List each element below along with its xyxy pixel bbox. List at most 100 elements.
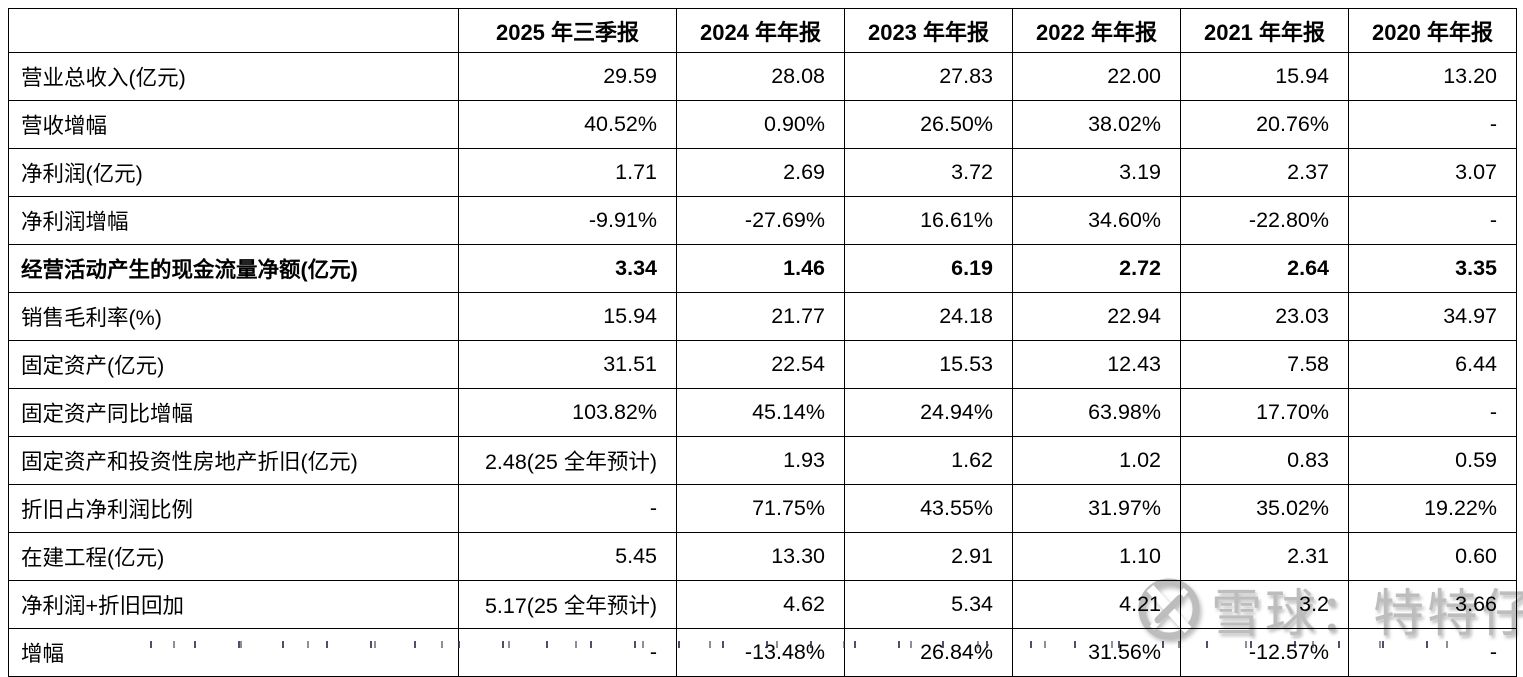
value-cell: 19.22% [1348,484,1517,533]
value-cell: 26.84% [844,628,1013,677]
column-header: 2023 年年报 [844,8,1013,53]
value-cell: 13.30 [676,532,845,581]
corner-cell [8,8,459,53]
value-cell: 4.62 [676,580,845,629]
table-row: 营收增幅 40.52% 0.90% 26.50% 38.02% 20.76% - [8,100,1517,149]
table-row: 增幅 - -13.48% 26.84% 31.56% -12.57% - [8,628,1517,677]
value-cell: 0.83 [1180,436,1349,485]
value-cell: 34.97 [1348,292,1517,341]
row-label: 销售毛利率(%) [8,292,459,341]
value-cell: -12.57% [1180,628,1349,677]
value-cell: 6.44 [1348,340,1517,389]
value-cell: 45.14% [676,388,845,437]
value-cell: 31.97% [1012,484,1181,533]
value-cell: 2.31 [1180,532,1349,581]
table-row: 净利润增幅 -9.91% -27.69% 16.61% 34.60% -22.80% - [8,196,1517,245]
value-cell: 4.21 [1012,580,1181,629]
table-row: 经营活动产生的现金流量净额(亿元) 3.34 1.46 6.19 2.72 2.64 3.3… [8,244,1517,293]
value-cell: 3.35 [1348,244,1517,293]
value-cell: 1.71 [458,148,677,197]
value-cell: 12.43 [1012,340,1181,389]
value-cell: 3.2 [1180,580,1349,629]
value-cell: 2.69 [676,148,845,197]
value-cell: 43.55% [844,484,1013,533]
row-label: 净利润增幅 [8,196,459,245]
table-row: 固定资产(亿元) 31.51 22.54 15.53 12.43 7.58 6.44 [8,340,1517,389]
value-cell: 22.54 [676,340,845,389]
value-cell: -13.48% [676,628,845,677]
column-header: 2025 年三季报 [458,8,677,53]
value-cell: 2.91 [844,532,1013,581]
value-cell: 24.94% [844,388,1013,437]
value-cell: 15.94 [458,292,677,341]
value-cell: 7.58 [1180,340,1349,389]
row-label: 净利润(亿元) [8,148,459,197]
table-row: 营业总收入(亿元) 29.59 28.08 27.83 22.00 15.94 13.20 [8,52,1517,101]
value-cell: 21.77 [676,292,845,341]
value-cell: 3.66 [1348,580,1517,629]
value-cell: -22.80% [1180,196,1349,245]
table-row: 净利润(亿元) 1.71 2.69 3.72 3.19 2.37 3.07 [8,148,1517,197]
value-cell: 3.34 [458,244,677,293]
value-cell: 71.75% [676,484,845,533]
row-label: 固定资产和投资性房地产折旧(亿元) [8,436,459,485]
value-cell: 3.72 [844,148,1013,197]
value-cell: 5.45 [458,532,677,581]
row-label: 在建工程(亿元) [8,532,459,581]
value-cell: 27.83 [844,52,1013,101]
financial-table: 2025 年三季报 2024 年年报 2023 年年报 2022 年年报 2021 年年… [8,8,1517,677]
column-header: 2024 年年报 [676,8,845,53]
value-cell: 6.19 [844,244,1013,293]
value-cell: 40.52% [458,100,677,149]
table-row: 在建工程(亿元) 5.45 13.30 2.91 1.10 2.31 0.60 [8,532,1517,581]
value-cell: 16.61% [844,196,1013,245]
value-cell: - [1348,628,1517,677]
table-row: 固定资产和投资性房地产折旧(亿元) 2.48(25 全年预计) 1.93 1.62 1.… [8,436,1517,485]
row-label: 营收增幅 [8,100,459,149]
value-cell: 5.34 [844,580,1013,629]
row-label: 经营活动产生的现金流量净额(亿元) [8,244,459,293]
table-header: 2025 年三季报 2024 年年报 2023 年年报 2022 年年报 2021 年年… [8,8,1517,53]
value-cell: 17.70% [1180,388,1349,437]
value-cell: - [1348,100,1517,149]
row-label: 营业总收入(亿元) [8,52,459,101]
value-cell: 15.94 [1180,52,1349,101]
table-row: 销售毛利率(%) 15.94 21.77 24.18 22.94 23.03 34.97 [8,292,1517,341]
cut-off-text-ticks [150,641,1460,648]
row-label: 固定资产(亿元) [8,340,459,389]
value-cell: 0.59 [1348,436,1517,485]
value-cell: 22.00 [1012,52,1181,101]
value-cell: 2.72 [1012,244,1181,293]
column-header: 2020 年年报 [1348,8,1517,53]
value-cell: -27.69% [676,196,845,245]
value-cell: 38.02% [1012,100,1181,149]
table-row: 固定资产同比增幅 103.82% 45.14% 24.94% 63.98% 17.70% - [8,388,1517,437]
value-cell: 2.64 [1180,244,1349,293]
value-cell: 31.56% [1012,628,1181,677]
value-cell: 3.07 [1348,148,1517,197]
value-cell: 2.48(25 全年预计) [458,436,677,485]
value-cell: - [1348,388,1517,437]
row-label: 增幅 [8,628,459,677]
value-cell: 1.10 [1012,532,1181,581]
row-label: 固定资产同比增幅 [8,388,459,437]
value-cell: 35.02% [1180,484,1349,533]
value-cell: 1.62 [844,436,1013,485]
value-cell: - [1348,196,1517,245]
value-cell: - [458,628,677,677]
row-label: 折旧占净利润比例 [8,484,459,533]
value-cell: - [458,484,677,533]
column-header: 2022 年年报 [1012,8,1181,53]
column-header: 2021 年年报 [1180,8,1349,53]
value-cell: 26.50% [844,100,1013,149]
value-cell: 29.59 [458,52,677,101]
value-cell: 1.46 [676,244,845,293]
value-cell: 0.60 [1348,532,1517,581]
value-cell: 28.08 [676,52,845,101]
value-cell: 103.82% [458,388,677,437]
value-cell: -9.91% [458,196,677,245]
value-cell: 22.94 [1012,292,1181,341]
value-cell: 34.60% [1012,196,1181,245]
value-cell: 0.90% [676,100,845,149]
value-cell: 5.17(25 全年预计) [458,580,677,629]
